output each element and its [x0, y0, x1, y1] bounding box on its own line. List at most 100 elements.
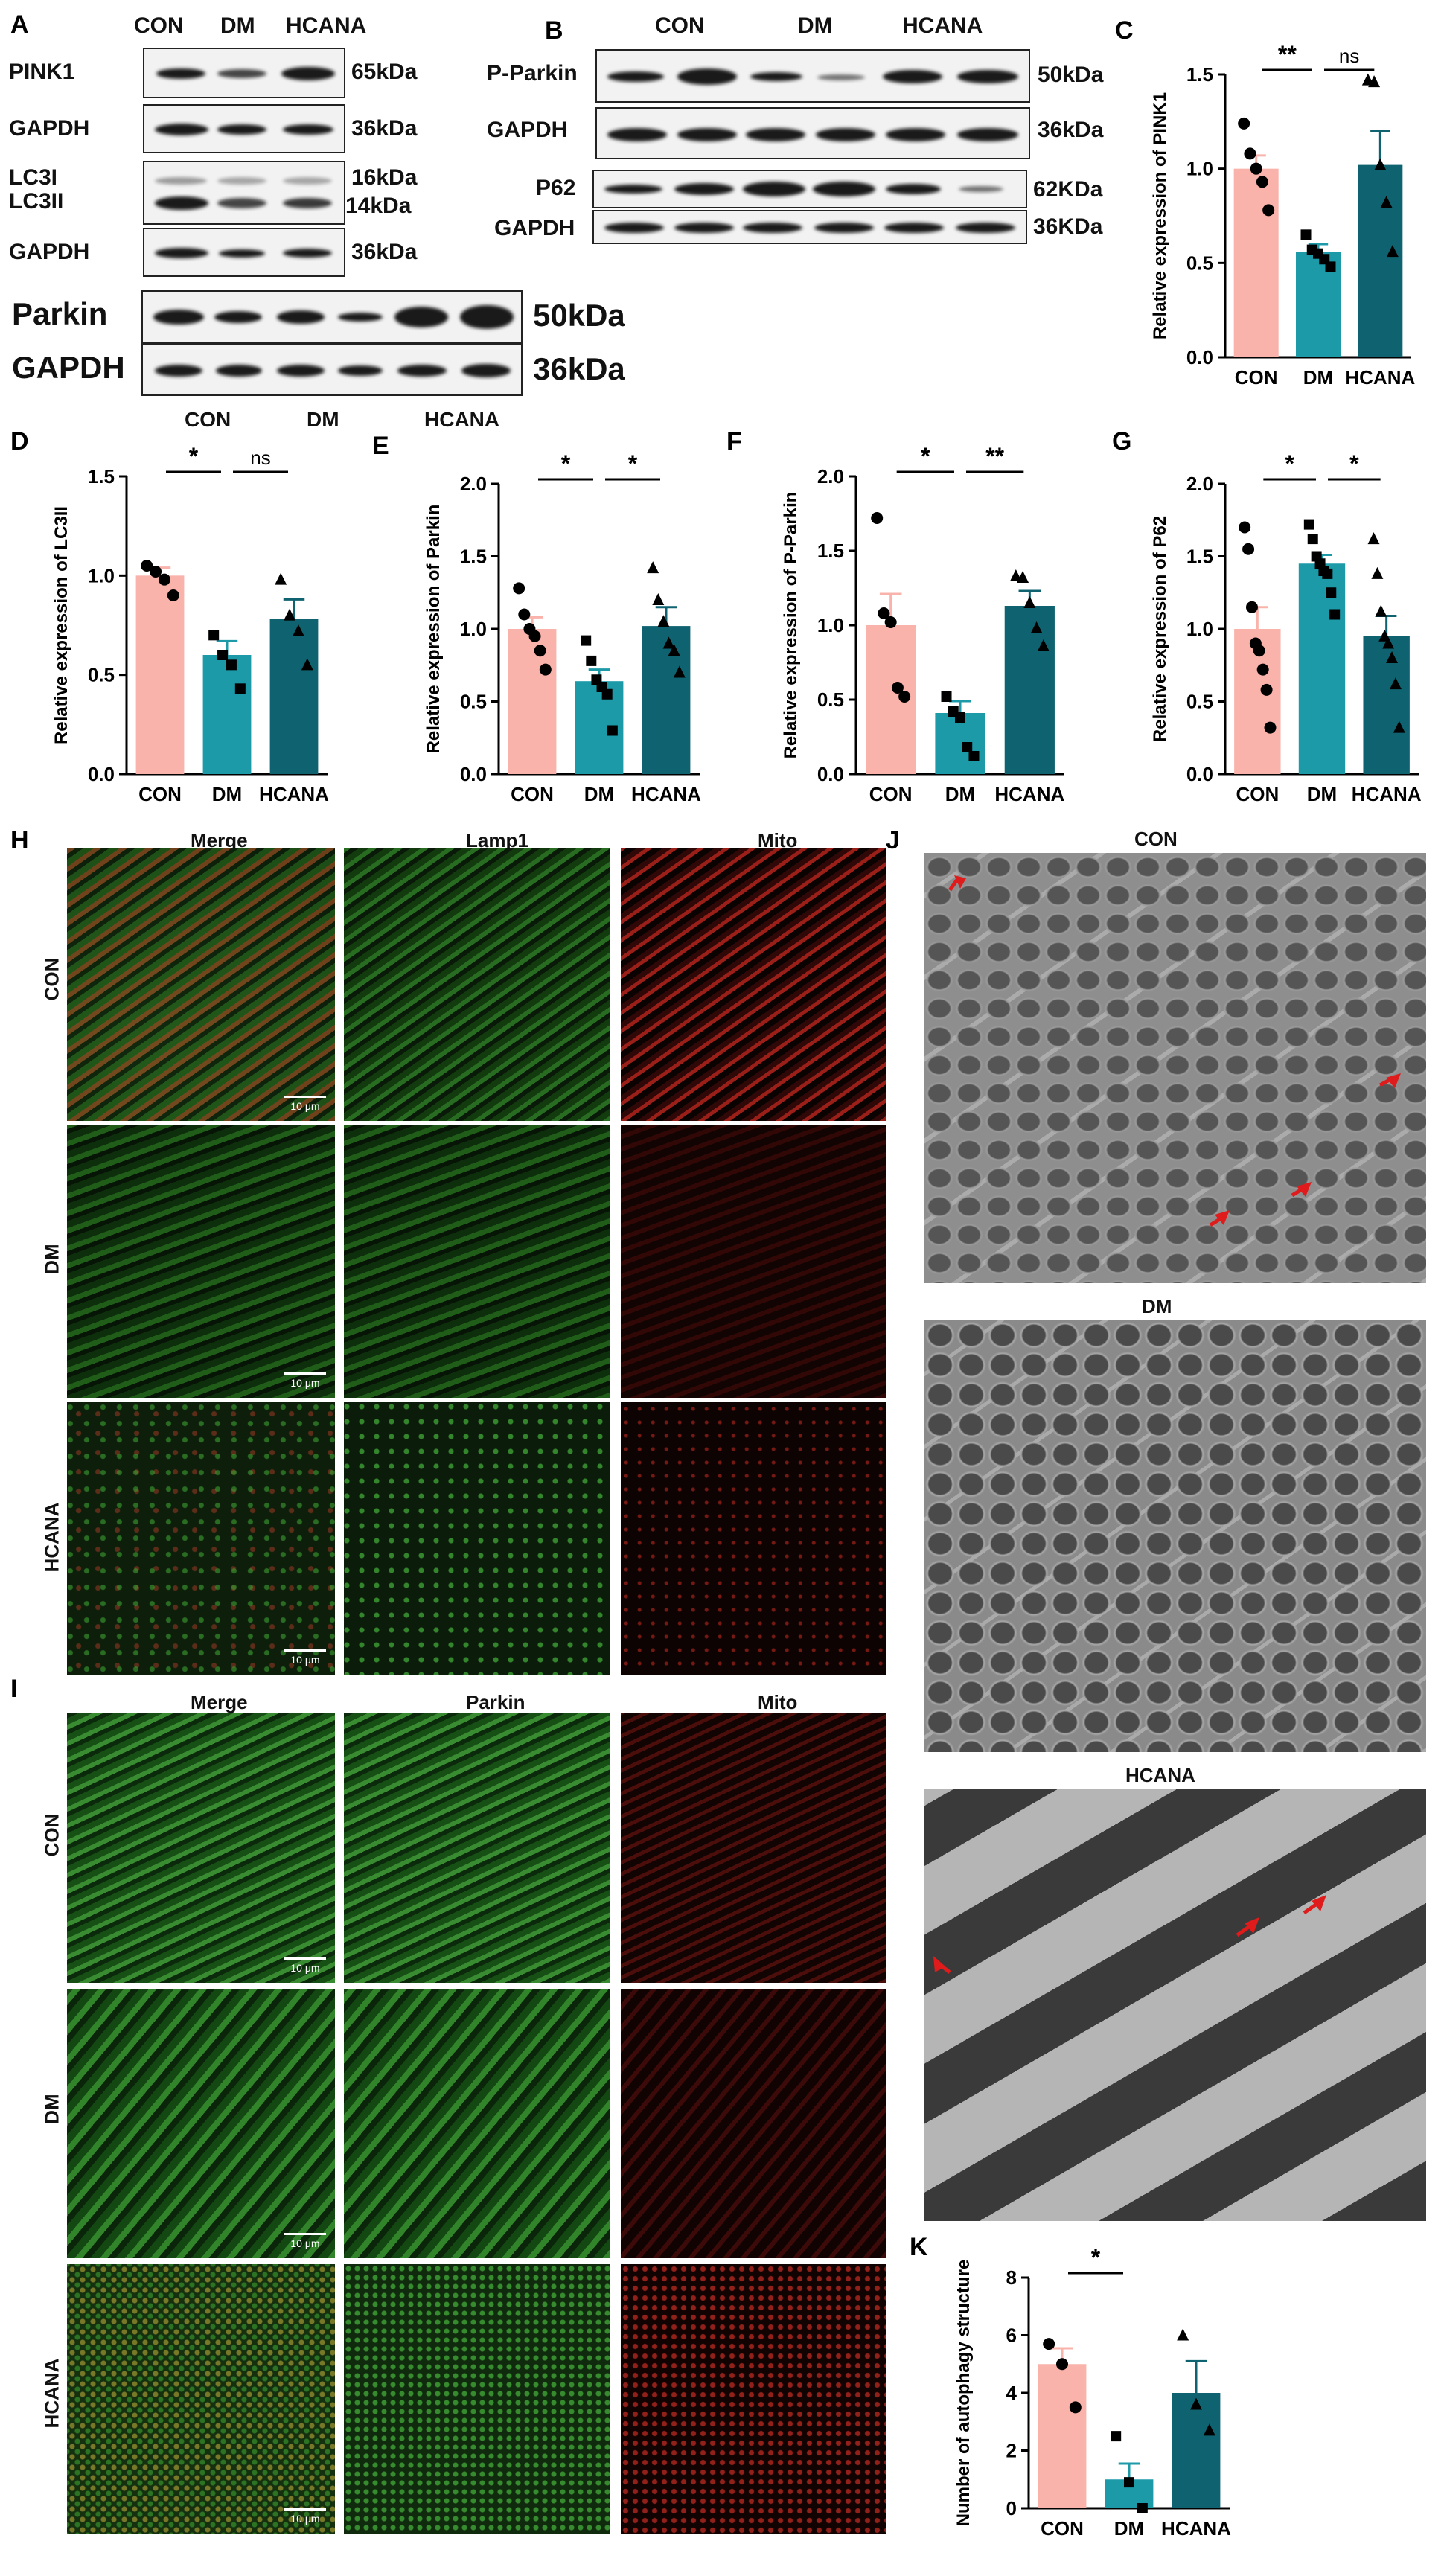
panel-label-d: D: [10, 427, 29, 456]
i-row-label-con: CON: [40, 1813, 63, 1857]
data-point: [528, 630, 541, 642]
data-point: [668, 644, 680, 656]
i-image-merge-hcana: 10 μm: [67, 2264, 335, 2534]
bar-hcana: [1358, 164, 1403, 357]
y-tick-label: 2.0: [460, 473, 487, 495]
data-point: [941, 691, 952, 702]
data-point: [1111, 2431, 1122, 2442]
data-point: [1382, 636, 1395, 649]
data-point: [150, 566, 162, 578]
y-tick-label: 1.0: [88, 564, 115, 587]
chart-f: 0.0 0.5 1.0 1.5 2.0 Relative expression of P-…: [781, 443, 1064, 805]
j-image-hcana: [924, 1789, 1426, 2221]
data-point: [607, 725, 618, 736]
data-point: [1245, 601, 1258, 613]
j-arrows-hcana: [933, 1895, 1326, 1974]
data-point: [652, 593, 665, 605]
data-point: [1177, 2328, 1189, 2341]
data-point: [891, 682, 904, 694]
y-axis-label: Number of autophagy structure: [953, 2260, 974, 2527]
x-tick-label: CON: [1236, 783, 1279, 805]
y-tick-label: 1.0: [1186, 158, 1213, 180]
blot-a-lc3ii-kda: 14kDa: [345, 194, 412, 218]
data-point: [292, 624, 304, 636]
data-point: [1326, 587, 1337, 598]
blot-a-group-dm: DM: [220, 13, 255, 38]
y-tick-label: 8: [1006, 2266, 1017, 2289]
i-image-merge-con: 10 μm: [67, 1713, 335, 1983]
h-row-label-con: CON: [40, 957, 63, 1001]
x-tick-label: HCANA: [259, 783, 329, 805]
scale-label: 10 μm: [290, 2237, 320, 2249]
significance-label: *: [1091, 2244, 1101, 2271]
x-tick-label: HCANA: [1345, 366, 1415, 389]
data-point: [275, 572, 287, 585]
data-point: [955, 712, 965, 723]
significance-label: **: [985, 443, 1004, 470]
bar-hcana: [642, 626, 691, 774]
y-tick-label: 6: [1006, 2324, 1017, 2347]
data-point: [208, 630, 220, 641]
i-image-parkin-dm: [344, 1989, 610, 2258]
data-point: [1256, 176, 1268, 188]
bar-dm: [202, 655, 252, 774]
data-point: [534, 645, 546, 657]
blot-a-group-hcana: HCANA: [286, 13, 367, 38]
data-point: [1043, 2338, 1055, 2350]
y-tick-label: 0.0: [1186, 763, 1213, 785]
data-point: [1380, 196, 1393, 208]
scale-label: 10 μm: [290, 1100, 320, 1112]
i-image-parkin-con: [344, 1713, 610, 1983]
blot-a-pink1-image: [143, 48, 345, 98]
data-point: [1124, 2477, 1134, 2488]
data-point: [1250, 162, 1262, 175]
j-image-dm: [924, 1320, 1426, 1752]
x-tick-label: HCANA: [1352, 783, 1422, 805]
data-point: [878, 607, 890, 619]
j-title-dm: DM: [1142, 1295, 1172, 1317]
data-point: [1322, 568, 1333, 579]
data-point: [898, 691, 911, 703]
y-tick-label: 0.0: [460, 763, 487, 785]
h-row-label-dm: DM: [40, 1244, 63, 1274]
y-axis-label: Relative expression of LC3II: [51, 506, 71, 744]
i-col-title-merge: Merge: [191, 1691, 248, 1713]
data-point: [662, 636, 675, 649]
data-point: [1374, 158, 1387, 170]
bar-hcana: [269, 619, 319, 774]
data-point: [1069, 2401, 1082, 2414]
data-point: [962, 742, 973, 752]
x-tick-label: DM: [212, 783, 242, 805]
scale-label: 10 μm: [290, 2513, 320, 2525]
bar-con: [135, 575, 185, 774]
j-image-con: [924, 853, 1426, 1283]
data-point: [1017, 571, 1029, 583]
blot-b-gapdh2-kda: 36KDa: [1033, 214, 1103, 239]
blot-a-gapdh2-label: GAPDH: [9, 240, 90, 264]
h-col-title-mito: Mito: [758, 829, 798, 851]
data-point: [1260, 683, 1273, 696]
data-point: [1242, 543, 1255, 555]
x-tick-label: CON: [138, 783, 182, 805]
blot-b-group-hcana: HCANA: [902, 13, 983, 38]
blot-a-gapdh2-image: [143, 228, 345, 277]
y-tick-label: 0.5: [1186, 691, 1213, 713]
chart-d: 0.0 0.5 1.0 1.5 Relative expression of LC3II…: [51, 443, 329, 805]
h-row-label-hcana: HCANA: [40, 1502, 63, 1573]
blot-a-lc3i-label: LC3I: [9, 165, 58, 190]
i-image-mito-dm: [621, 1989, 886, 2258]
data-point: [1056, 2358, 1068, 2371]
blot-b-p62-label: P62: [536, 176, 576, 200]
data-point: [167, 589, 179, 601]
significance-label: *: [921, 443, 930, 470]
data-point: [1393, 720, 1405, 733]
data-point: [673, 665, 686, 678]
y-tick-label: 4: [1006, 2382, 1017, 2404]
h-image-merge-dm: 10 μm: [67, 1125, 335, 1398]
i-row-label-dm: DM: [40, 2094, 63, 2124]
blot-a-lc3ii-label: LC3II: [9, 189, 64, 214]
data-point: [581, 635, 592, 646]
significance-label: *: [189, 443, 199, 470]
data-point: [1239, 521, 1251, 534]
h-image-mito-hcana: [621, 1402, 886, 1675]
